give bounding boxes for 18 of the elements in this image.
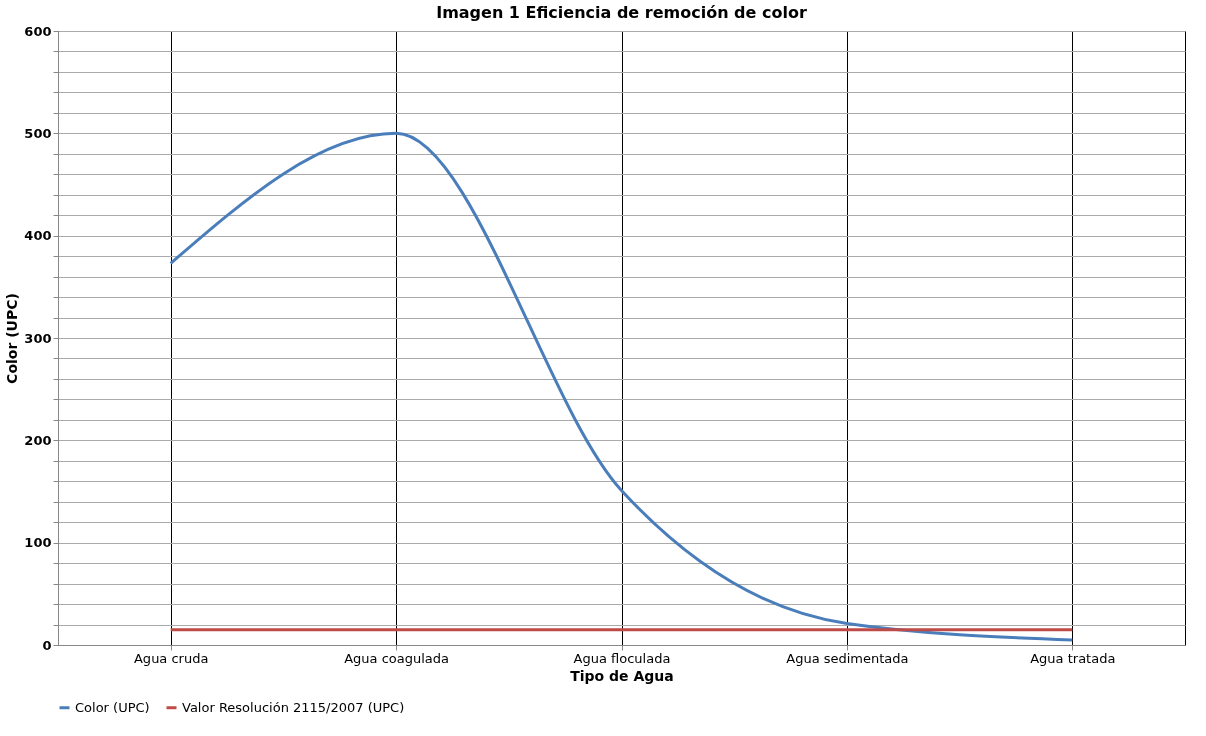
legend-label: Color (UPC) xyxy=(75,699,150,715)
line-series xyxy=(169,131,1074,642)
chart-title: Imagen 1 Eficiencia de remoción de color xyxy=(436,3,807,22)
y-tick-label: 200 xyxy=(24,432,52,448)
y-axis-title: Color (UPC) xyxy=(4,293,21,384)
y-tick-label: 100 xyxy=(24,535,52,551)
y-tick-label: 400 xyxy=(24,228,52,244)
y-tick-label: 300 xyxy=(24,330,52,346)
y-tick-label: 0 xyxy=(42,637,52,653)
x-tick-label: Agua sedimentada xyxy=(786,650,909,666)
x-tick-label: Agua tratada xyxy=(1030,650,1116,666)
y-tick-label: 600 xyxy=(24,23,52,39)
x-tick-label: Agua floculada xyxy=(573,650,671,666)
x-tick-label: Agua coagulada xyxy=(344,650,450,666)
x-tick-label: Agua cruda xyxy=(133,650,209,666)
x-axis-title: Tipo de Agua xyxy=(570,667,674,684)
y-tick-label: 500 xyxy=(24,125,52,141)
legend-label: Valor Resolución 2115/2007 (UPC) xyxy=(182,699,405,715)
